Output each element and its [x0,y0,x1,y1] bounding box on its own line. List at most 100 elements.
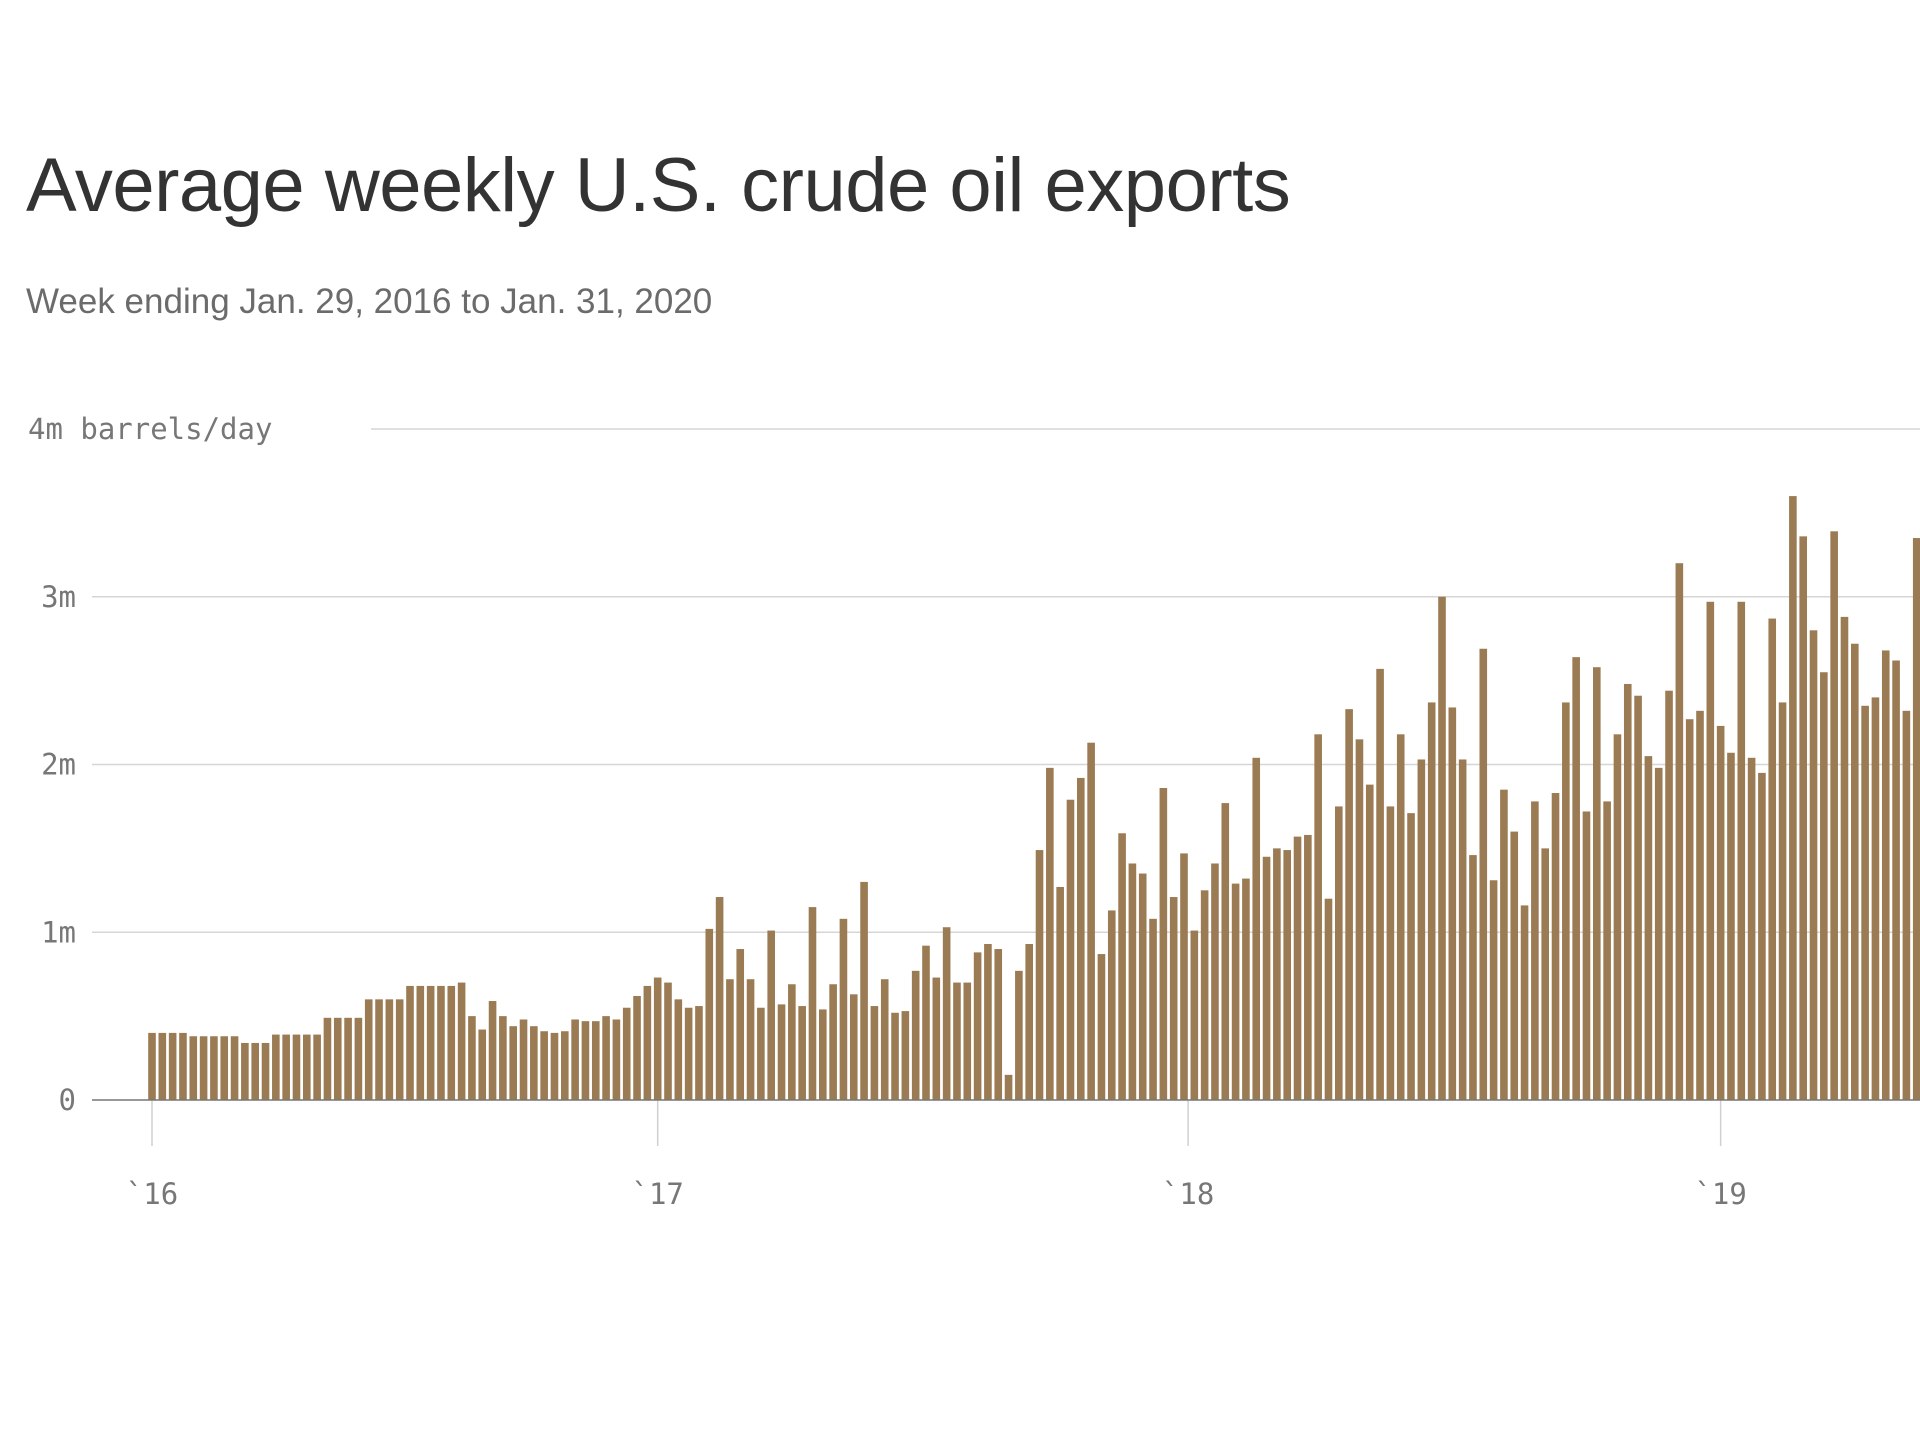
bar [333,1017,342,1100]
bar [292,1034,301,1100]
bar [1912,538,1920,1100]
chart-title: Average weekly U.S. crude oil exports [26,143,1291,228]
bar [199,1036,208,1100]
bar [1851,643,1859,1100]
bar [942,927,951,1100]
bar [953,982,961,1100]
bar [1479,648,1488,1100]
bar [468,1016,476,1100]
bar [1304,834,1312,1100]
bar [571,1019,579,1100]
bar [922,945,930,1100]
bar [901,1011,910,1100]
bar [323,1017,332,1100]
bar [612,1019,621,1100]
bar [963,982,972,1100]
bar [1830,531,1838,1100]
bar [839,918,848,1100]
bar [1685,719,1694,1100]
bar [1365,784,1374,1100]
bar [1582,811,1591,1100]
bar [179,1032,187,1100]
bar [1004,1074,1013,1100]
y-tick-label: 4m barrels/day [28,412,272,446]
bar [1778,702,1787,1100]
bar [1200,890,1209,1100]
bar [1654,767,1663,1100]
bar [1623,683,1632,1100]
bar [819,1009,827,1100]
bar [591,1021,600,1100]
bar [870,1006,879,1100]
bar [788,984,796,1100]
bar [1273,848,1281,1100]
bar [1696,710,1704,1100]
bar [499,1016,507,1100]
bar [416,985,425,1100]
bar [829,984,837,1100]
bar [1169,897,1178,1100]
bar [168,1032,177,1100]
bar [488,1001,497,1100]
bar [1665,690,1673,1100]
bar [695,1006,703,1100]
bar [1469,855,1477,1100]
bar [1892,660,1900,1100]
bar [622,1007,631,1100]
bar [375,999,383,1100]
y-tick-label: 0 [59,1083,76,1117]
bar [1520,905,1529,1100]
bar [1262,856,1271,1100]
bar [344,1017,352,1100]
bar [653,977,662,1100]
bar [1675,563,1684,1100]
bar [561,1031,569,1100]
bar [1881,650,1890,1100]
bar [406,985,414,1100]
bar [447,985,456,1100]
bar [643,985,652,1100]
bar [220,1036,229,1100]
bar [540,1031,548,1100]
bar [1066,799,1075,1100]
bar [746,979,755,1100]
bar [241,1042,249,1100]
bar [1458,759,1467,1100]
bar [1314,734,1322,1100]
bar [1138,873,1147,1100]
bar [1015,970,1023,1100]
bar [684,1007,693,1100]
bar [509,1026,517,1100]
bar [1489,880,1498,1100]
bar [1789,496,1797,1101]
bar [664,982,672,1100]
bar [798,1006,806,1100]
bar [1758,772,1766,1100]
bar [932,977,941,1100]
bar [1107,910,1116,1100]
bar [757,1007,765,1100]
bar [395,999,404,1100]
bar [550,1032,559,1100]
x-tick-label: `18 [1162,1177,1214,1211]
bar [158,1032,167,1100]
bar [1634,695,1642,1100]
bar [860,881,868,1100]
bar [1510,831,1519,1100]
bar [1427,702,1436,1100]
bar [1407,813,1415,1100]
bar [1087,742,1095,1100]
bar [1551,793,1560,1100]
bar [1438,596,1446,1100]
bar [1768,618,1777,1100]
bar [880,979,889,1100]
bar [994,949,1003,1100]
bar [767,930,775,1100]
bar [1077,777,1085,1100]
bar [426,985,435,1100]
bar [808,907,817,1100]
bar [1737,601,1746,1100]
bar [1613,734,1622,1100]
bar [1283,850,1291,1100]
